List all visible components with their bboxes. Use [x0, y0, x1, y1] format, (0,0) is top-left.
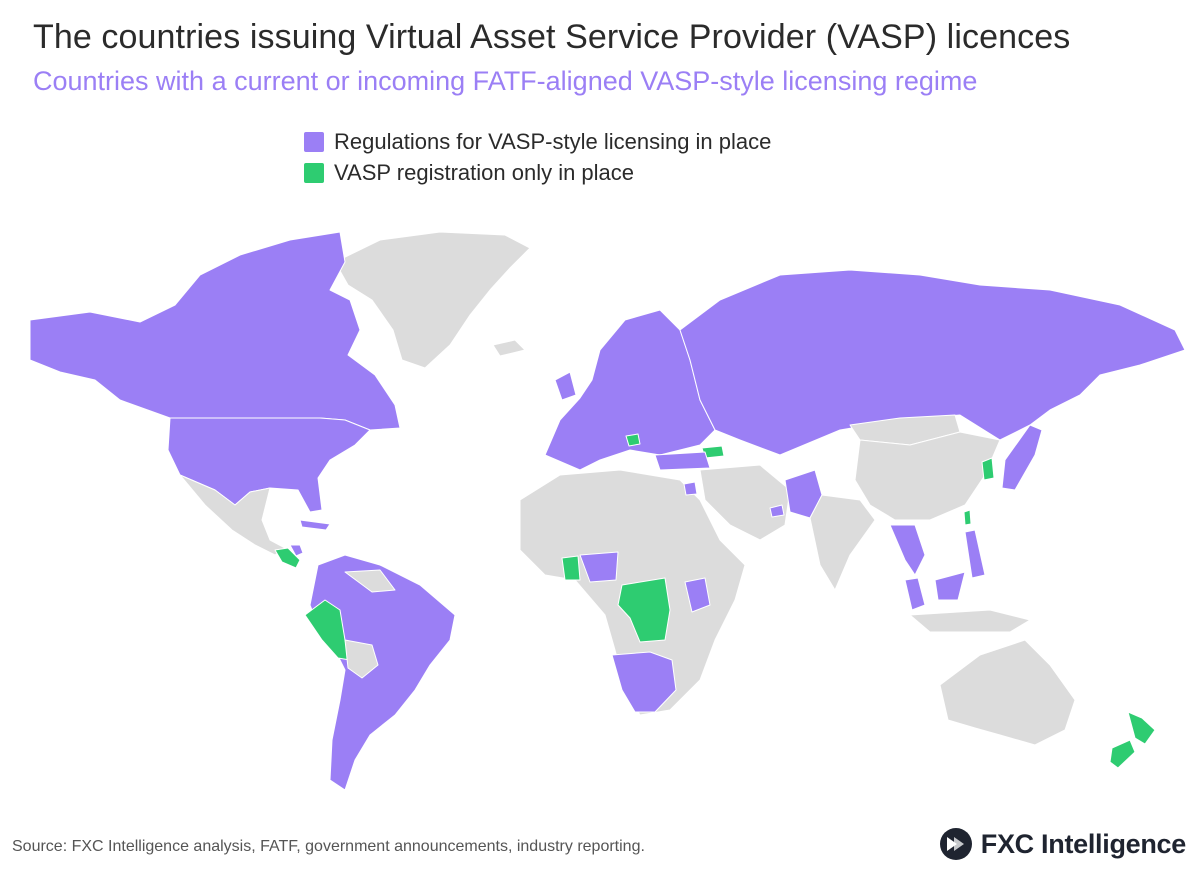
region-mexico: [179, 474, 286, 556]
region-greenland: [334, 231, 531, 369]
region-japan: [1001, 424, 1043, 491]
region-usa: [167, 417, 371, 513]
region-southeast-asia: [889, 524, 926, 576]
fxc-logo-icon: [939, 828, 972, 860]
legend-swatch-registration: [304, 162, 324, 183]
region-central-america-licensing: [289, 544, 304, 557]
region-new-zealand: [1127, 711, 1156, 745]
brand-name: FXC Intelligence: [980, 828, 1187, 859]
region-iceland: [492, 339, 526, 357]
region-russia: [679, 269, 1186, 456]
chart-subtitle: Countries with a current or incoming FAT…: [33, 66, 978, 96]
legend-swatch-licensing: [304, 131, 324, 152]
region-middle-east: [699, 464, 791, 541]
region-philippines: [964, 529, 986, 579]
region-central-america: [274, 547, 301, 569]
region-new-zealand-south: [1109, 739, 1136, 769]
chart-title: The countries issuing Virtual Asset Serv…: [33, 18, 1071, 56]
region-turkey: [654, 451, 711, 471]
brand-logo: FXC Intelligence: [939, 827, 1186, 861]
world-map: [29, 231, 1186, 791]
region-ghana: [561, 555, 581, 581]
legend-label-registration: VASP registration only in place: [334, 159, 635, 185]
region-drc: [617, 577, 671, 643]
region-venezuela: [344, 569, 396, 593]
region-serbia: [625, 433, 641, 447]
region-canada: [29, 231, 401, 431]
region-india: [809, 494, 876, 591]
region-uae: [769, 504, 785, 518]
region-korea: [981, 457, 995, 481]
region-nigeria: [579, 551, 619, 583]
legend-item-registration: VASP registration only in place: [304, 157, 771, 188]
region-caribbean: [299, 519, 331, 531]
region-southern-africa: [611, 651, 677, 713]
region-australia: [939, 639, 1076, 746]
region-uk: [554, 371, 577, 401]
legend: Regulations for VASP-style licensing in …: [304, 126, 771, 188]
region-indonesia: [909, 609, 1031, 633]
region-borneo: [934, 571, 966, 601]
legend-label-licensing: Regulations for VASP-style licensing in …: [334, 128, 772, 154]
source-note: Source: FXC Intelligence analysis, FATF,…: [12, 838, 645, 855]
region-china: [854, 431, 1001, 521]
region-kenya: [684, 577, 711, 613]
legend-item-licensing: Regulations for VASP-style licensing in …: [304, 126, 771, 157]
region-bolivia: [344, 639, 379, 679]
region-egypt-area: [683, 481, 698, 496]
region-taiwan: [963, 509, 972, 526]
region-malaysia: [904, 577, 926, 611]
